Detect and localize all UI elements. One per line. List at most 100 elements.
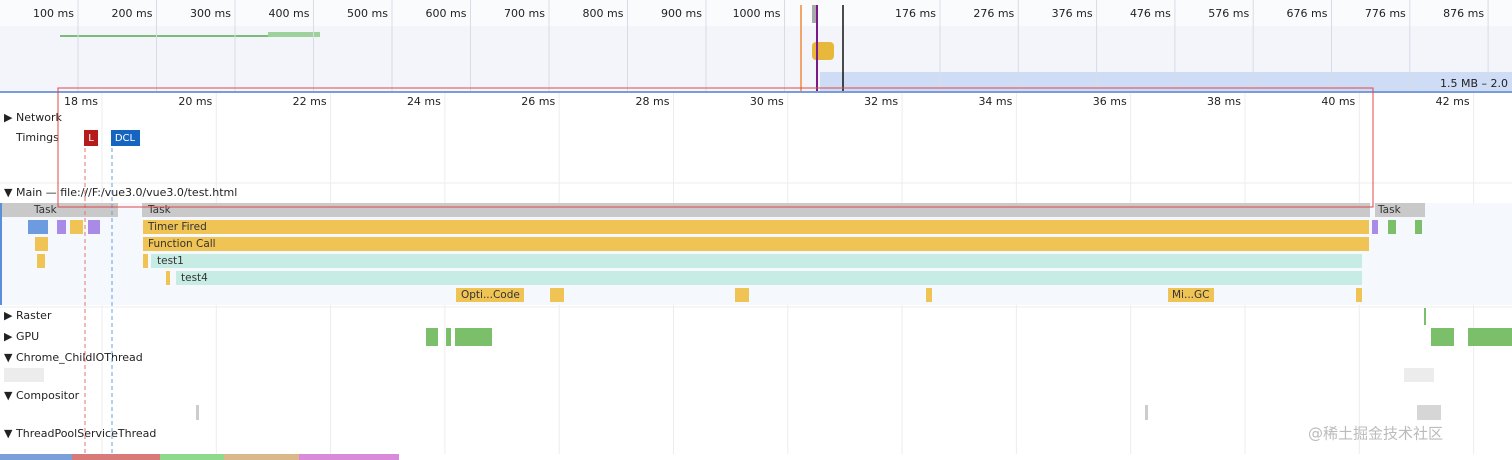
track-toggle[interactable]: ▶ <box>4 111 13 124</box>
overview-tick-label: 776 ms <box>1365 7 1406 20</box>
track-toggle[interactable]: ▼ <box>4 427 13 440</box>
gc-bar[interactable] <box>456 288 524 302</box>
overview-tick-label: 1000 ms <box>733 7 781 20</box>
tick-label: 34 ms <box>978 95 1012 108</box>
summary-strip <box>299 454 399 460</box>
event-label: Opti...Code <box>461 289 520 301</box>
gpu-bar <box>426 328 438 346</box>
track-label[interactable]: GPU <box>16 330 39 343</box>
event-bar[interactable] <box>28 220 48 234</box>
overview-tick-label: 700 ms <box>504 7 545 20</box>
event-bar[interactable] <box>926 288 932 302</box>
summary-strip <box>224 454 299 460</box>
gpu-bar <box>1431 328 1454 346</box>
track-label[interactable]: Chrome_ChildIOThread <box>16 351 143 364</box>
event-label: Task <box>147 204 172 216</box>
compositor-bar <box>1145 405 1148 420</box>
event-label: test4 <box>181 272 208 284</box>
memory-label: 1.5 MB – 2.0 <box>1440 77 1508 90</box>
event-bar[interactable] <box>57 220 66 234</box>
track-label[interactable]: Network <box>16 111 63 124</box>
overview-tick-label: 376 ms <box>1052 7 1093 20</box>
track-toggle[interactable]: ▼ <box>4 186 13 199</box>
event-bar[interactable] <box>550 288 564 302</box>
overview-tick-label: 876 ms <box>1443 7 1484 20</box>
function-call-bar[interactable] <box>143 237 1369 251</box>
tick-label: 36 ms <box>1093 95 1127 108</box>
event-bar[interactable] <box>70 220 83 234</box>
overview-tick-label: 400 ms <box>269 7 310 20</box>
track-label[interactable]: Main — file:///F:/vue3.0/vue3.0/test.htm… <box>16 186 237 199</box>
track-toggle[interactable]: ▼ <box>4 351 13 364</box>
event-bar[interactable] <box>88 220 100 234</box>
summary-strip <box>0 454 72 460</box>
marker-label: DCL <box>115 133 136 144</box>
io-bar <box>4 368 44 382</box>
tick-label: 20 ms <box>178 95 212 108</box>
event-bar[interactable] <box>37 254 45 268</box>
heap-area <box>820 72 1512 92</box>
track-label: Timings <box>15 131 59 144</box>
tick-label: 40 ms <box>1321 95 1355 108</box>
track-toggle[interactable]: ▶ <box>4 309 13 322</box>
overview-ruler <box>0 0 1512 26</box>
overview-tick-label: 500 ms <box>347 7 388 20</box>
task-bar[interactable] <box>142 203 1370 217</box>
gpu-bar <box>1468 328 1512 346</box>
track-toggle[interactable]: ▼ <box>4 389 13 402</box>
event-label: Mi...GC <box>1172 289 1209 301</box>
load-marker[interactable] <box>84 130 98 146</box>
timer-fired-bar[interactable] <box>143 220 1369 234</box>
event-label: Task <box>33 204 58 216</box>
gpu-bar <box>446 328 451 346</box>
overview-tick-label: 900 ms <box>661 7 702 20</box>
event-label: Timer Fired <box>147 221 207 233</box>
event-label: Task <box>1377 204 1402 216</box>
summary-strip <box>160 454 224 460</box>
overview-tick-label: 276 ms <box>973 7 1014 20</box>
event-bar[interactable] <box>1356 288 1362 302</box>
raster-bar <box>1424 308 1426 325</box>
task-bar[interactable] <box>0 203 118 217</box>
event-bar[interactable] <box>143 254 148 268</box>
overview-tick-label: 100 ms <box>33 7 74 20</box>
gc-bar[interactable] <box>1168 288 1214 302</box>
event-bar[interactable] <box>735 288 749 302</box>
fps-line <box>268 32 320 37</box>
task-bar[interactable] <box>1375 203 1425 217</box>
cpu-chart <box>812 42 834 60</box>
tick-label: 32 ms <box>864 95 898 108</box>
overview-tick-label: 576 ms <box>1208 7 1249 20</box>
track-label[interactable]: Raster <box>16 309 52 322</box>
track-edge <box>0 203 2 305</box>
track-toggle[interactable]: ▶ <box>4 330 13 343</box>
dcl-marker[interactable] <box>111 130 140 146</box>
tick-label: 26 ms <box>521 95 555 108</box>
track-label[interactable]: ThreadPoolServiceThread <box>15 427 156 440</box>
overview-tick-label: 176 ms <box>895 7 936 20</box>
overview-tick-label: 676 ms <box>1287 7 1328 20</box>
overview-tick-label: 476 ms <box>1130 7 1171 20</box>
event-bar[interactable] <box>1372 220 1378 234</box>
marker-label: L <box>88 133 94 144</box>
event-bar[interactable] <box>35 237 48 251</box>
event-bar[interactable] <box>1415 220 1422 234</box>
tick-label: 22 ms <box>293 95 327 108</box>
tick-label: 18 ms <box>64 95 98 108</box>
event-label: test1 <box>157 255 184 267</box>
summary-strip <box>72 454 160 460</box>
overview-tick-label: 600 ms <box>426 7 467 20</box>
gpu-bar <box>455 328 492 346</box>
overview-tick-label: 800 ms <box>583 7 624 20</box>
track-label[interactable]: Compositor <box>16 389 80 402</box>
selection-box <box>57 87 1374 208</box>
compositor-bar <box>196 405 199 420</box>
event-label: Function Call <box>148 238 216 250</box>
test4-bar[interactable] <box>176 271 1362 285</box>
event-bar[interactable] <box>166 271 170 285</box>
overview-tick-label: 300 ms <box>190 7 231 20</box>
test1-bar[interactable] <box>151 254 1362 268</box>
io-bar <box>1404 368 1434 382</box>
event-bar[interactable] <box>1388 220 1396 234</box>
